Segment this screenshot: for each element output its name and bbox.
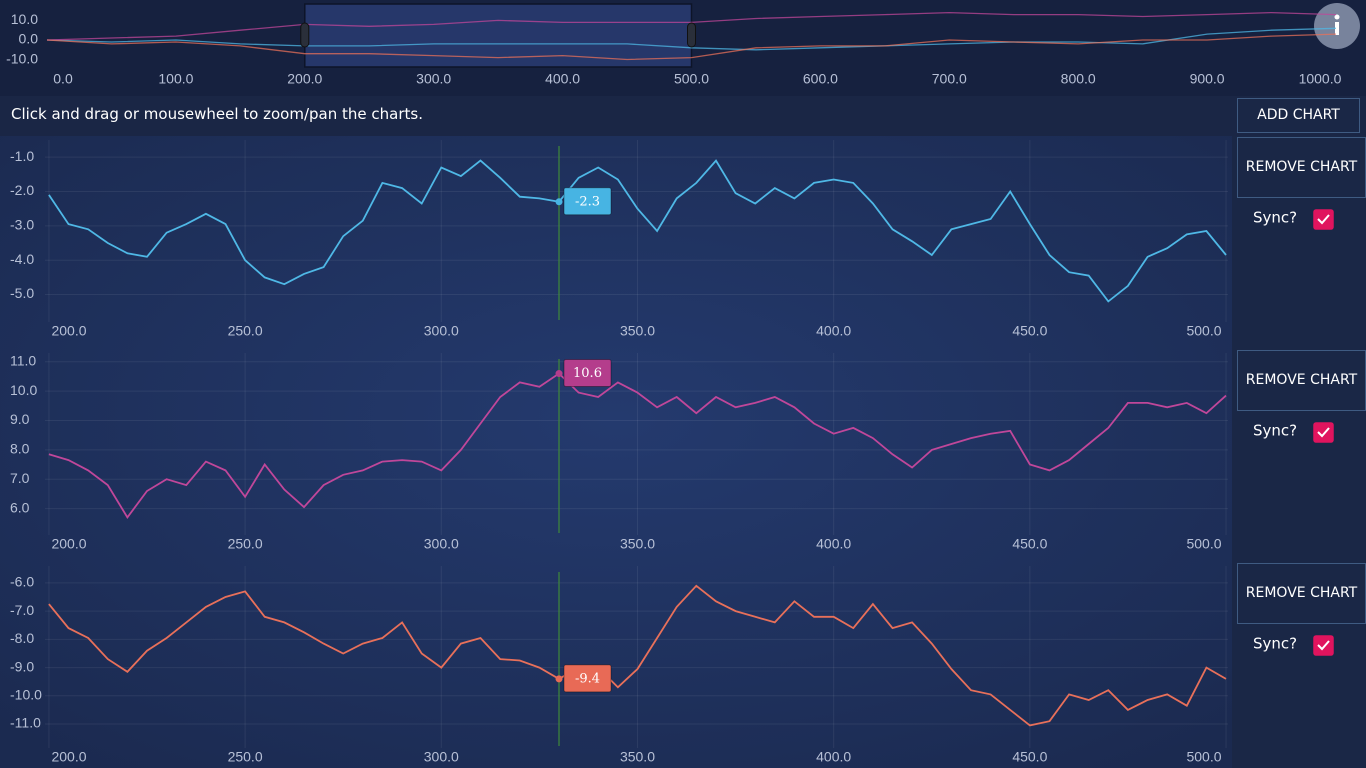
x-tick-label: 400.0	[816, 323, 851, 339]
remove-chart-button[interactable]: REMOVE CHART	[1237, 137, 1366, 198]
x-tick-label: 200.0	[51, 536, 86, 552]
series-line	[48, 372, 1227, 520]
x-tick-label: 450.0	[1012, 749, 1047, 765]
y-tick-label: 10.0	[11, 11, 38, 27]
sync-label: Sync?	[1253, 635, 1297, 653]
x-tick-label: 250.0	[228, 323, 263, 339]
x-tick-label: 400.0	[816, 749, 851, 765]
y-tick-label: 8.0	[10, 441, 30, 457]
x-tick-label: 450.0	[1012, 323, 1047, 339]
x-tick-label: 200.0	[51, 323, 86, 339]
y-tick-label: 6.0	[10, 499, 30, 515]
x-tick-label: 250.0	[228, 536, 263, 552]
y-tick-label: -7.0	[10, 602, 34, 618]
tooltip-box	[563, 359, 612, 388]
tooltip-value: -2.3	[575, 194, 600, 209]
x-tick-label: 100.0	[158, 71, 193, 87]
x-tick-label: 400.0	[545, 71, 580, 87]
y-tick-label: -11.0	[10, 715, 41, 731]
x-tick-label: 300.0	[424, 323, 459, 339]
x-tick-label: 800.0	[1061, 71, 1096, 87]
y-tick-label: 9.0	[10, 411, 30, 427]
y-tick-label: 0.0	[19, 31, 39, 47]
cursor-dot	[555, 675, 563, 683]
x-tick-label: 350.0	[620, 536, 655, 552]
sync-label: Sync?	[1253, 422, 1297, 440]
y-tick-label: 11.0	[10, 353, 36, 369]
remove-chart-button[interactable]: REMOVE CHART	[1237, 563, 1366, 624]
x-tick-label: 250.0	[228, 749, 263, 765]
series-line	[46, 33, 1337, 61]
x-tick-label: 500.0	[1186, 323, 1221, 339]
x-tick-label: 350.0	[620, 749, 655, 765]
range-grip[interactable]	[687, 22, 696, 48]
x-tick-label: 200.0	[287, 71, 322, 87]
sync-label: Sync?	[1253, 209, 1297, 227]
add-chart-button[interactable]: ADD CHART	[1237, 98, 1360, 133]
x-tick-label: 350.0	[620, 323, 655, 339]
y-tick-label: -1.0	[10, 148, 34, 164]
y-tick-label: -9.0	[10, 658, 34, 674]
selected-range	[304, 3, 693, 68]
sync-check	[1317, 640, 1330, 651]
y-tick-label: -4.0	[10, 251, 34, 267]
y-tick-label: -8.0	[10, 630, 34, 646]
x-tick-label: 500.0	[674, 71, 709, 87]
series-line	[48, 584, 1227, 727]
x-tick-label: 500.0	[1186, 536, 1221, 552]
y-tick-label: -10.0	[6, 50, 38, 66]
tooltip-box	[563, 664, 612, 693]
sync-checkbox[interactable]	[1313, 635, 1334, 656]
tooltip-box	[563, 187, 612, 216]
x-tick-label: 1000.0	[1299, 71, 1342, 87]
info-icon	[1335, 22, 1339, 35]
x-tick-label: 900.0	[1190, 71, 1225, 87]
series-line	[48, 159, 1227, 303]
y-tick-label: -2.0	[10, 182, 34, 198]
x-tick-label: 450.0	[1012, 536, 1047, 552]
sync-checkbox[interactable]	[1313, 209, 1334, 230]
info-icon	[1334, 14, 1340, 20]
series-line	[46, 27, 1337, 51]
tooltip-value: -9.4	[575, 671, 600, 686]
cursor-dot	[555, 370, 563, 378]
x-tick-label: 300.0	[416, 71, 451, 87]
sync-check	[1317, 427, 1330, 438]
instruction-text: Click and drag or mousewheel to zoom/pan…	[11, 105, 423, 123]
remove-chart-button[interactable]: REMOVE CHART	[1237, 350, 1366, 411]
side-panel	[1232, 136, 1366, 768]
toolbar-background	[0, 96, 1366, 136]
y-tick-label: -10.0	[10, 687, 42, 703]
y-tick-label: 10.0	[10, 382, 37, 398]
x-tick-label: 0.0	[53, 71, 73, 87]
sync-checkbox[interactable]	[1313, 422, 1334, 443]
x-tick-label: 400.0	[816, 536, 851, 552]
tooltip-value: 10.6	[573, 366, 602, 381]
cursor-dot	[555, 198, 563, 206]
range-grip[interactable]	[300, 22, 310, 48]
y-tick-label: -6.0	[10, 574, 34, 590]
x-tick-label: 200.0	[51, 749, 86, 765]
y-tick-label: -3.0	[10, 217, 34, 233]
y-tick-label: -5.0	[10, 285, 34, 301]
x-tick-label: 500.0	[1186, 749, 1221, 765]
x-tick-label: 700.0	[932, 71, 967, 87]
charts-background	[0, 136, 1232, 768]
x-tick-label: 600.0	[803, 71, 838, 87]
x-tick-label: 300.0	[424, 536, 459, 552]
series-line	[46, 11, 1337, 41]
x-tick-label: 300.0	[424, 749, 459, 765]
y-tick-label: 7.0	[10, 470, 30, 486]
sync-check	[1317, 214, 1330, 225]
